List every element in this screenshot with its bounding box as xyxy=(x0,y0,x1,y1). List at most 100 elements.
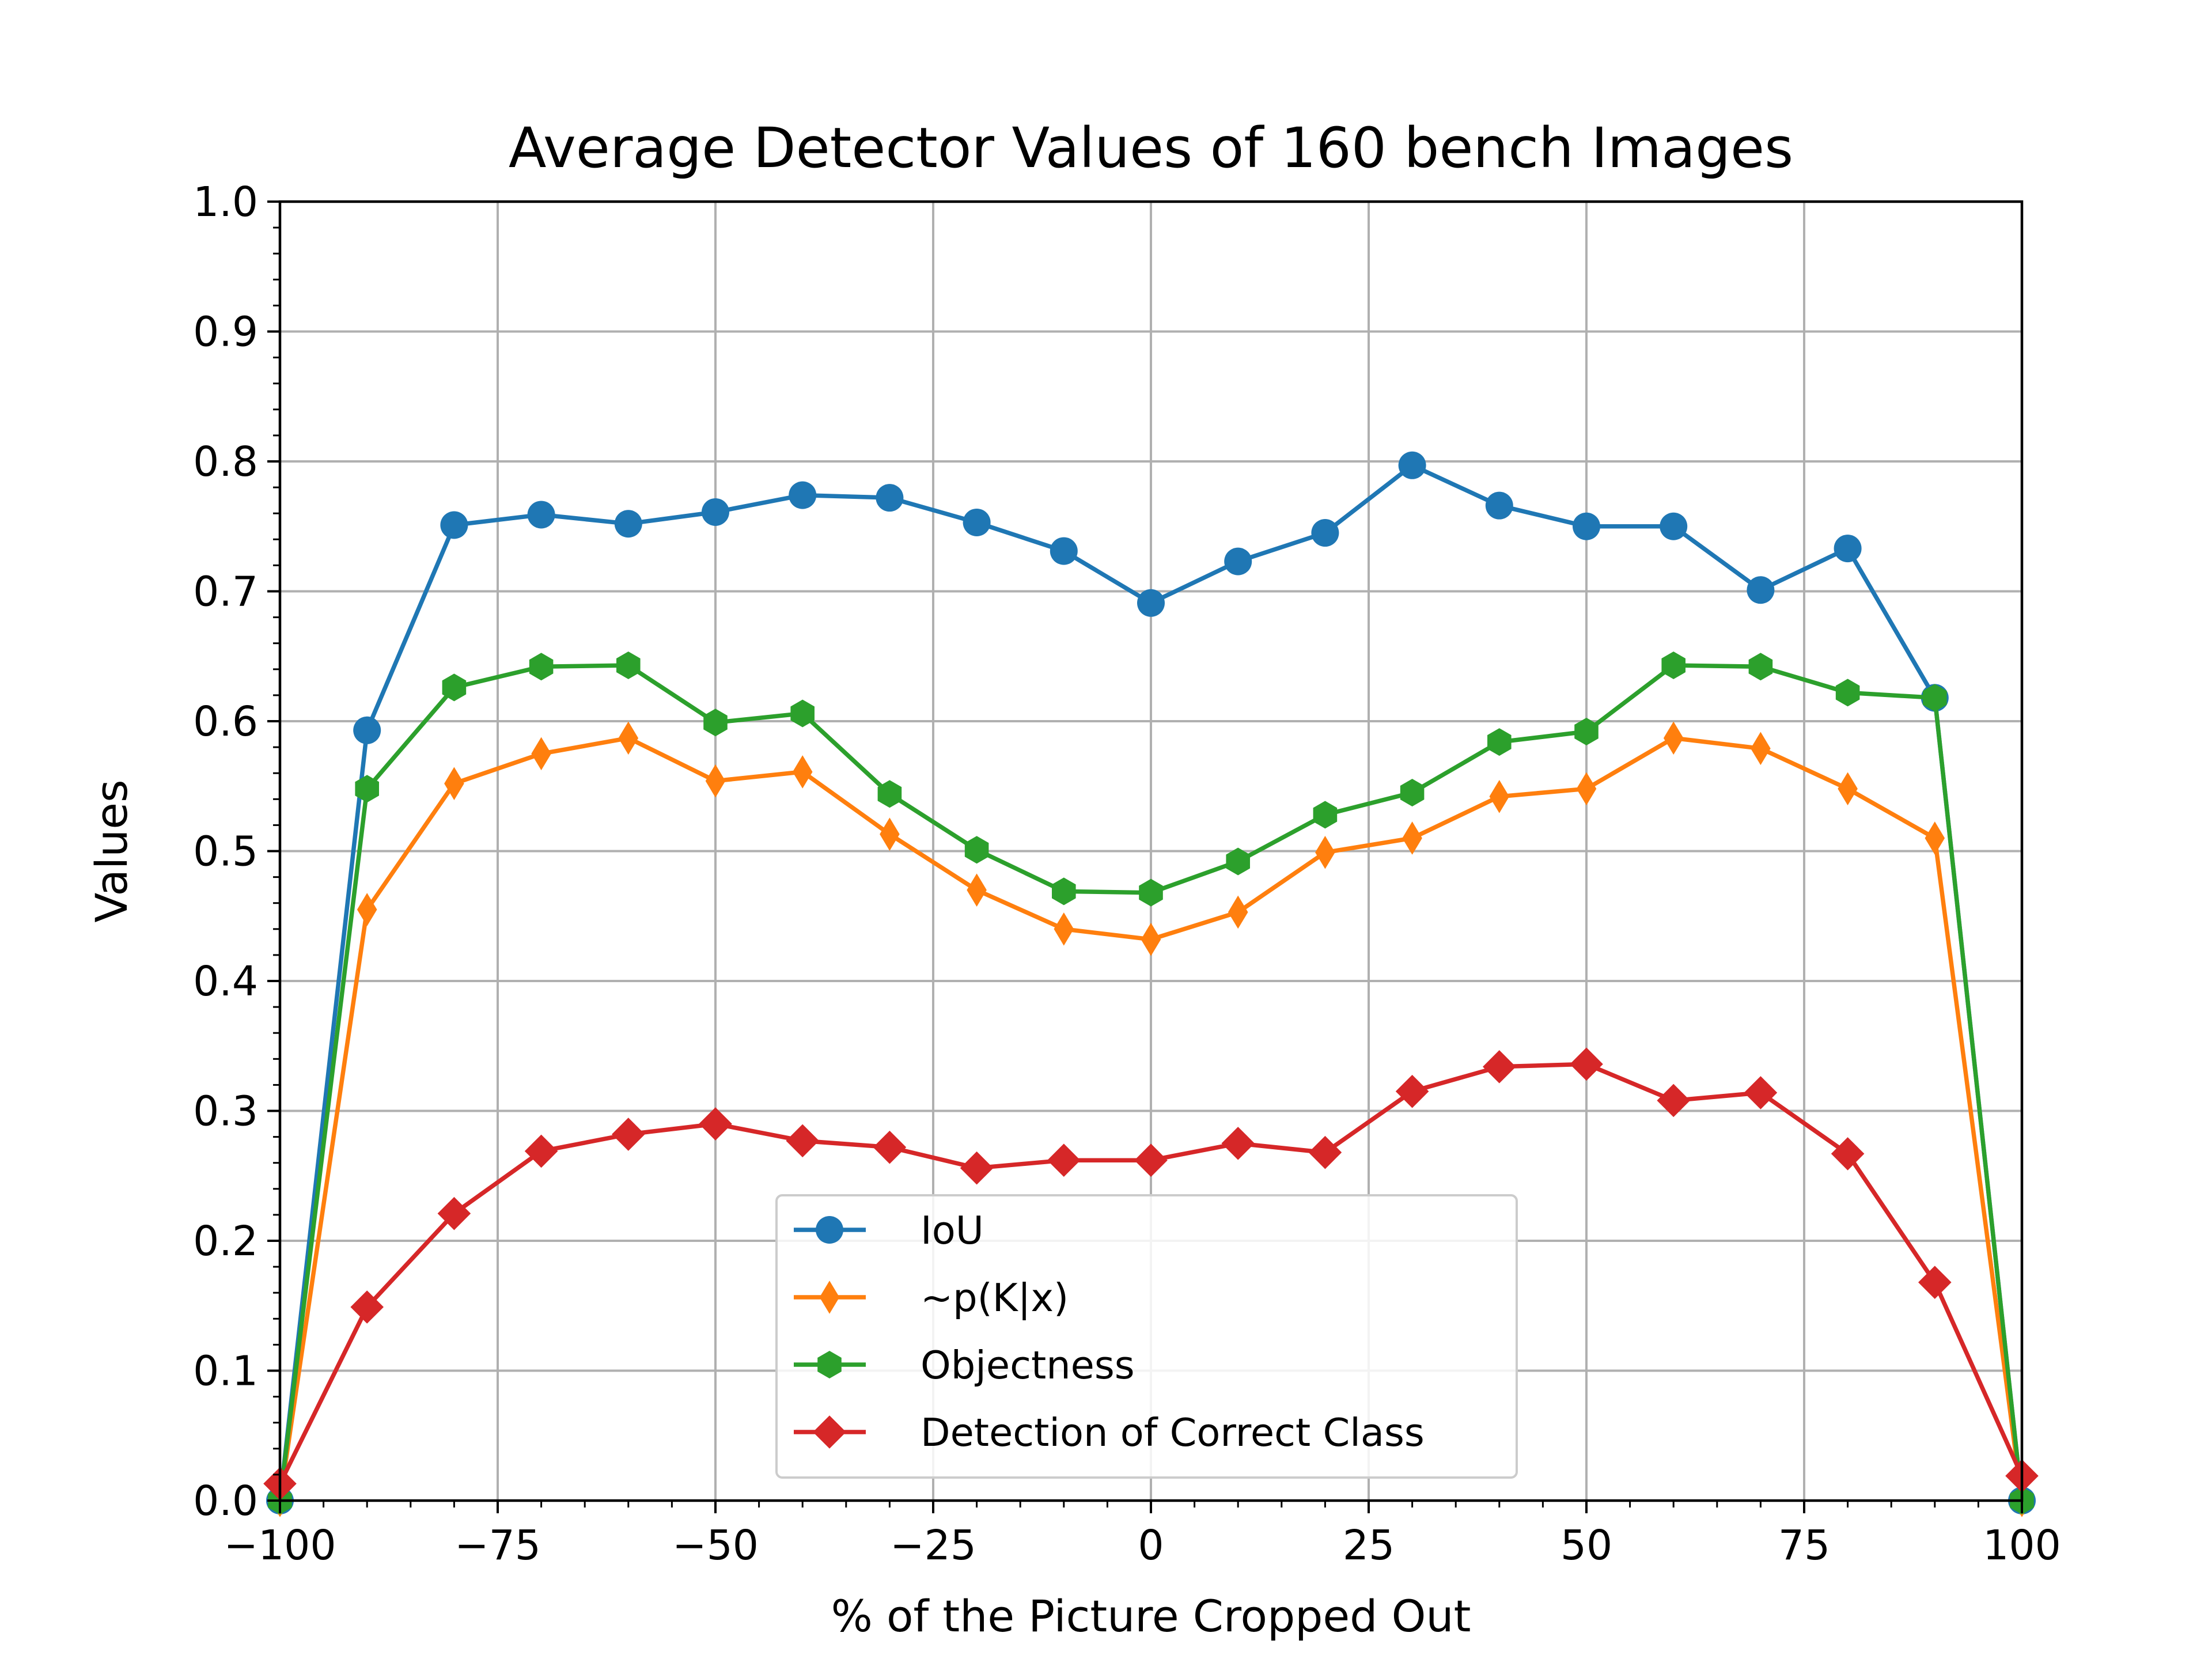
data-point xyxy=(789,481,817,509)
data-point xyxy=(790,699,815,728)
x-tick-label: 75 xyxy=(1778,1521,1830,1569)
data-point xyxy=(1744,1076,1778,1109)
data-point xyxy=(1228,895,1248,929)
y-tick-label: 1.0 xyxy=(193,178,258,226)
data-point xyxy=(1315,835,1335,869)
data-point xyxy=(1923,684,1947,712)
data-point xyxy=(1489,779,1510,813)
data-point xyxy=(1747,576,1775,604)
y-tick-label: 0.4 xyxy=(193,957,258,1005)
x-tick-label: 100 xyxy=(1983,1521,2061,1569)
data-point xyxy=(524,1134,558,1168)
data-point xyxy=(1485,491,1513,520)
data-point xyxy=(618,721,639,755)
data-point xyxy=(1402,821,1422,855)
data-point xyxy=(699,1107,732,1141)
data-point xyxy=(1657,1084,1690,1118)
data-point xyxy=(1918,1266,1952,1299)
data-point xyxy=(705,764,726,798)
series-group xyxy=(263,451,2039,1517)
data-point xyxy=(1831,1137,1865,1171)
data-point xyxy=(616,652,641,680)
data-point xyxy=(1400,779,1425,807)
data-point xyxy=(1139,878,1163,907)
y-tick-label: 0.6 xyxy=(193,698,258,745)
data-point xyxy=(1313,801,1338,829)
chart-title: Average Detector Values of 160 bench Ima… xyxy=(509,116,1793,180)
data-point xyxy=(1052,877,1076,906)
data-point xyxy=(440,511,468,539)
data-point xyxy=(612,1118,645,1151)
legend-marker xyxy=(813,1415,846,1449)
data-point xyxy=(963,508,991,536)
data-point xyxy=(1576,772,1597,806)
data-point xyxy=(355,775,379,803)
data-point xyxy=(703,709,728,737)
y-tick-label: 0.7 xyxy=(193,568,258,616)
data-point xyxy=(1134,1143,1168,1177)
legend-label: ~p(K|x) xyxy=(921,1275,1069,1320)
series-3 xyxy=(263,1047,2039,1501)
data-point xyxy=(1483,1050,1516,1084)
data-point xyxy=(1050,537,1078,565)
y-tick-label: 0.3 xyxy=(193,1088,258,1135)
data-point xyxy=(1570,1047,1603,1081)
data-point xyxy=(1311,519,1339,547)
data-point xyxy=(1395,1074,1429,1108)
data-point xyxy=(964,836,989,864)
x-tick-label: 50 xyxy=(1560,1521,1612,1569)
data-point xyxy=(444,767,464,801)
legend-box xyxy=(775,1194,1518,1479)
legend-label: IoU xyxy=(921,1208,984,1253)
data-point xyxy=(531,737,551,771)
data-point xyxy=(527,501,555,529)
data-point xyxy=(786,1124,819,1158)
data-point xyxy=(1748,653,1773,681)
data-point xyxy=(1054,912,1074,946)
legend-label: Objectness xyxy=(921,1343,1135,1388)
data-point xyxy=(1751,732,1771,766)
y-tick-label: 0.2 xyxy=(193,1217,258,1265)
data-point xyxy=(1398,451,1426,479)
data-point xyxy=(873,1130,907,1164)
data-point xyxy=(350,1290,384,1324)
legend-label: Detection of Correct Class xyxy=(921,1410,1425,1455)
x-axis-label: % of the Picture Cropped Out xyxy=(831,1590,1471,1642)
data-point xyxy=(442,673,467,702)
data-point xyxy=(1835,679,1860,707)
x-tick-label: 0 xyxy=(1138,1521,1164,1569)
data-point xyxy=(1834,535,1862,563)
data-point xyxy=(1308,1135,1342,1169)
data-point xyxy=(437,1196,471,1230)
axis-ticks: −100 −75 −50 −25 0 25 50 75 100 0.0 0.1 0.2 0.3 0.4 0.… xyxy=(193,178,2061,1569)
y-axis-label: Values xyxy=(86,779,137,922)
legend-marker xyxy=(819,1281,840,1314)
data-point xyxy=(877,780,902,808)
x-tick-label: 25 xyxy=(1343,1521,1395,1569)
data-point xyxy=(1141,923,1161,956)
data-point xyxy=(1221,1127,1255,1160)
y-tick-label: 0.9 xyxy=(193,308,258,356)
data-point xyxy=(357,893,377,926)
data-point xyxy=(1226,847,1250,876)
legend: IoU ~p(K|x) Objectness Detection of Correct… xyxy=(775,1194,1518,1479)
series-2 xyxy=(268,652,2034,1514)
legend-marker xyxy=(817,1351,842,1378)
data-point xyxy=(702,498,729,526)
x-tick-label: −50 xyxy=(672,1521,759,1569)
data-point xyxy=(1573,512,1600,540)
data-point xyxy=(1660,512,1688,540)
data-point xyxy=(1047,1143,1081,1177)
y-tick-label: 0.0 xyxy=(193,1477,258,1525)
data-point xyxy=(792,755,813,789)
y-tick-label: 0.1 xyxy=(193,1347,258,1395)
y-tick-label: 0.8 xyxy=(193,438,258,486)
data-point xyxy=(353,716,381,744)
data-point xyxy=(1574,718,1599,746)
data-point xyxy=(529,653,554,681)
x-tick-label: −75 xyxy=(454,1521,541,1569)
x-tick-label: −100 xyxy=(224,1521,336,1569)
data-point xyxy=(876,484,904,512)
data-point xyxy=(1487,728,1512,756)
